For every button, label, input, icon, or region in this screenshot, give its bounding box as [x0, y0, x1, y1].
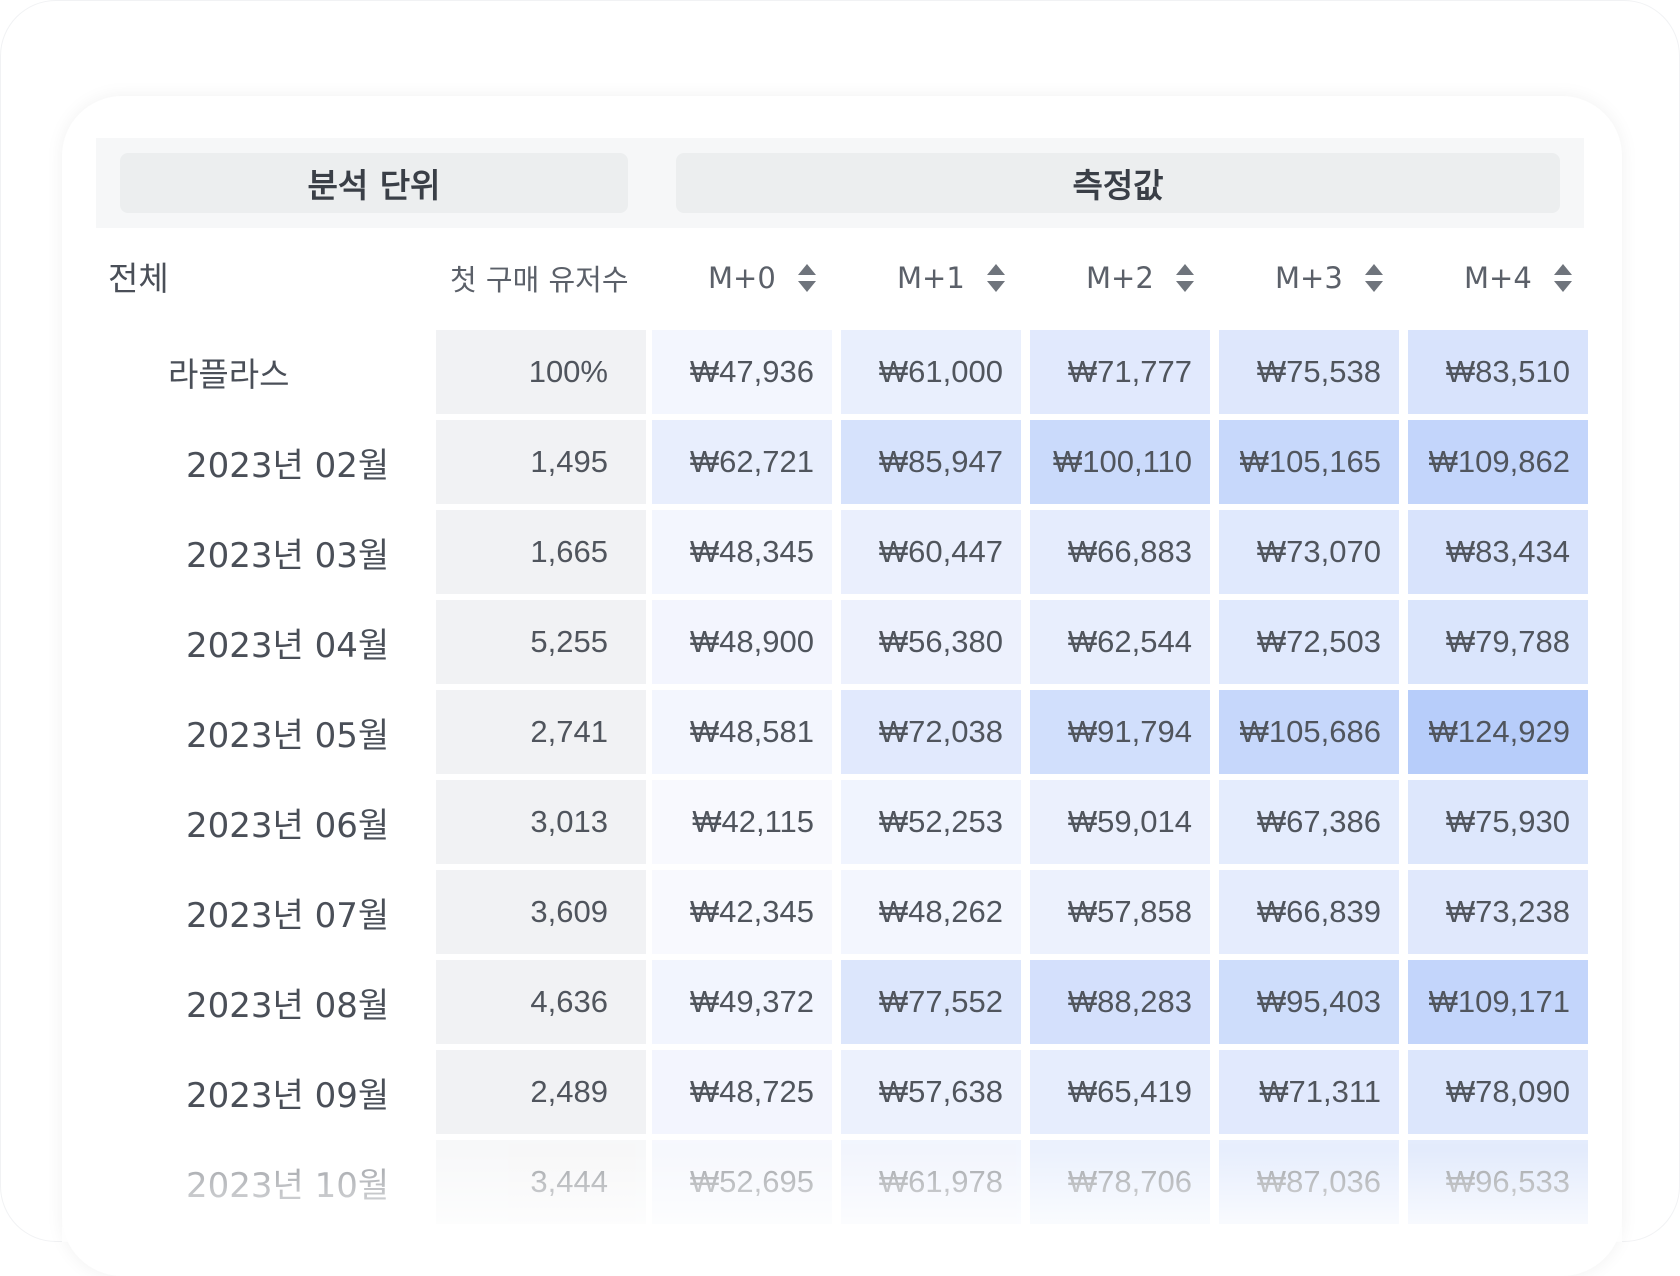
value-cell: ₩47,936 [652, 330, 832, 414]
value-cell: ₩61,978 [841, 1140, 1021, 1224]
sort-up-down-icon[interactable] [1553, 262, 1572, 294]
value-cell: ₩78,706 [1030, 1140, 1210, 1224]
first-purchase-header: 첫 구매 유저수 [450, 263, 629, 297]
month-header-label: M+4 [1464, 261, 1532, 295]
value-cell: ₩65,419 [1030, 1050, 1210, 1134]
value-cell: ₩105,165 [1219, 420, 1399, 504]
sort-up-down-icon[interactable] [1364, 262, 1383, 294]
first-purchase-cell: 4,636 [436, 960, 646, 1044]
value-cell: ₩87,036 [1219, 1140, 1399, 1224]
value-cell: ₩91,794 [1030, 690, 1210, 774]
value-cell: ₩49,372 [652, 960, 832, 1044]
value-cell: ₩56,380 [841, 600, 1021, 684]
value-cell: ₩78,090 [1408, 1050, 1588, 1134]
row-label: 2023년 03월 [186, 535, 390, 576]
value-cell: ₩109,171 [1408, 960, 1588, 1044]
value-cell: ₩72,038 [841, 690, 1021, 774]
row-label: 2023년 09월 [186, 1075, 390, 1116]
value-cell: ₩66,839 [1219, 870, 1399, 954]
value-cell: ₩96,533 [1408, 1140, 1588, 1224]
value-cell: ₩83,510 [1408, 330, 1588, 414]
month-header-0[interactable]: M+0 [708, 250, 816, 306]
value-cell: ₩48,725 [652, 1050, 832, 1134]
month-header-label: M+1 [897, 261, 965, 295]
first-purchase-cell: 3,444 [436, 1140, 646, 1224]
value-cell: ₩72,503 [1219, 600, 1399, 684]
first-purchase-cell: 3,609 [436, 870, 646, 954]
value-cell: ₩60,447 [841, 510, 1021, 594]
row-label: 2023년 07월 [186, 895, 390, 936]
value-cell: ₩67,386 [1219, 780, 1399, 864]
value-cell: ₩75,538 [1219, 330, 1399, 414]
row-label: 2023년 10월 [186, 1165, 390, 1206]
value-cell: ₩83,434 [1408, 510, 1588, 594]
value-cell: ₩71,311 [1219, 1050, 1399, 1134]
value-cell: ₩71,777 [1030, 330, 1210, 414]
value-cell: ₩105,686 [1219, 690, 1399, 774]
value-cell: ₩79,788 [1408, 600, 1588, 684]
value-cell: ₩88,283 [1030, 960, 1210, 1044]
first-purchase-cell: 5,255 [436, 600, 646, 684]
first-purchase-cell: 1,495 [436, 420, 646, 504]
month-header-2[interactable]: M+2 [1086, 250, 1194, 306]
first-purchase-cell: 3,013 [436, 780, 646, 864]
row-label: 2023년 02월 [186, 445, 390, 486]
value-cell: ₩61,000 [841, 330, 1021, 414]
month-header-label: M+2 [1086, 261, 1154, 295]
month-header-label: M+0 [708, 261, 776, 295]
value-cell: ₩52,253 [841, 780, 1021, 864]
month-header-1[interactable]: M+1 [897, 250, 1005, 306]
value-cell: ₩62,544 [1030, 600, 1210, 684]
first-purchase-cell: 1,665 [436, 510, 646, 594]
value-cell: ₩48,262 [841, 870, 1021, 954]
value-cell: ₩73,070 [1219, 510, 1399, 594]
value-cell: ₩57,858 [1030, 870, 1210, 954]
value-cell: ₩73,238 [1408, 870, 1588, 954]
value-cell: ₩95,403 [1219, 960, 1399, 1044]
value-cell: ₩85,947 [841, 420, 1021, 504]
value-cell: ₩42,115 [652, 780, 832, 864]
value-cell: ₩124,929 [1408, 690, 1588, 774]
row-label: 2023년 04월 [186, 625, 390, 666]
value-cell: ₩48,581 [652, 690, 832, 774]
month-header-4[interactable]: M+4 [1464, 250, 1572, 306]
value-cell: ₩100,110 [1030, 420, 1210, 504]
value-cell: ₩109,862 [1408, 420, 1588, 504]
month-header-label: M+3 [1275, 261, 1343, 295]
value-cell: ₩62,721 [652, 420, 832, 504]
month-header-3[interactable]: M+3 [1275, 250, 1383, 306]
sort-up-down-icon[interactable] [986, 262, 1005, 294]
sort-up-down-icon[interactable] [797, 262, 816, 294]
value-cell: ₩66,883 [1030, 510, 1210, 594]
sort-up-down-icon[interactable] [1175, 262, 1194, 294]
total-header: 전체 [108, 259, 169, 298]
value-cell: ₩59,014 [1030, 780, 1210, 864]
first-purchase-cell: 100% [436, 330, 646, 414]
value-cell: ₩48,900 [652, 600, 832, 684]
value-cell: ₩48,345 [652, 510, 832, 594]
group-measure-header: 측정값 [676, 153, 1560, 213]
first-purchase-cell: 2,741 [436, 690, 646, 774]
value-cell: ₩75,930 [1408, 780, 1588, 864]
group-unit-header: 분석 단위 [120, 153, 628, 213]
value-cell: ₩52,695 [652, 1140, 832, 1224]
value-cell: ₩77,552 [841, 960, 1021, 1044]
row-label: 2023년 06월 [186, 805, 390, 846]
row-label: 라플라스 [168, 355, 290, 394]
first-purchase-cell: 2,489 [436, 1050, 646, 1134]
value-cell: ₩57,638 [841, 1050, 1021, 1134]
value-cell: ₩42,345 [652, 870, 832, 954]
row-label: 2023년 05월 [186, 715, 390, 756]
row-label: 2023년 08월 [186, 985, 390, 1026]
